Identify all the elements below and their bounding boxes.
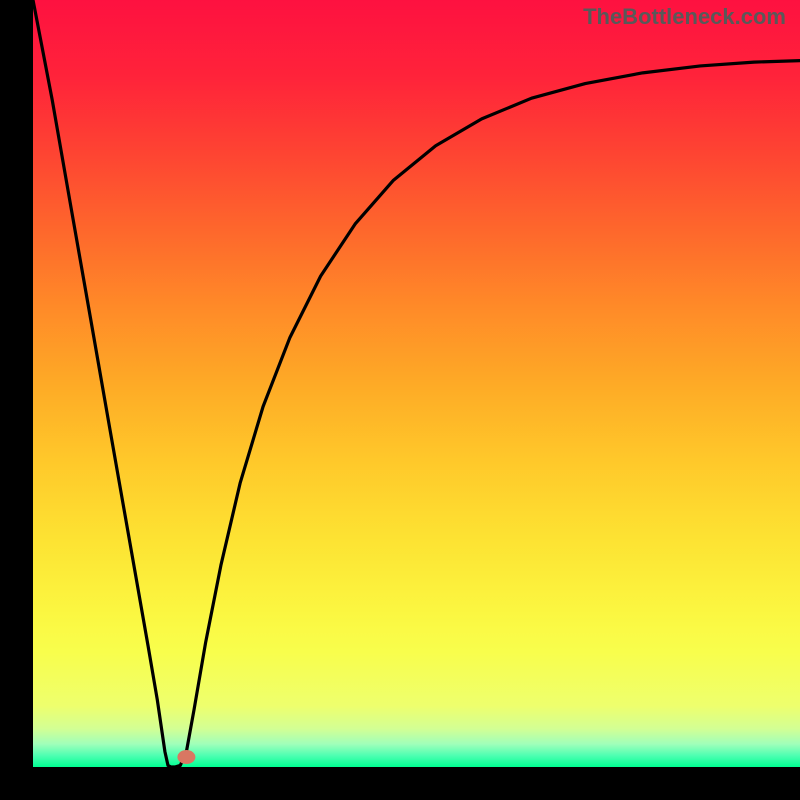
chart-container: TheBottleneck.com	[0, 0, 800, 800]
chart-svg	[0, 0, 800, 800]
watermark-text: TheBottleneck.com	[583, 4, 786, 30]
valley-marker	[177, 750, 195, 764]
